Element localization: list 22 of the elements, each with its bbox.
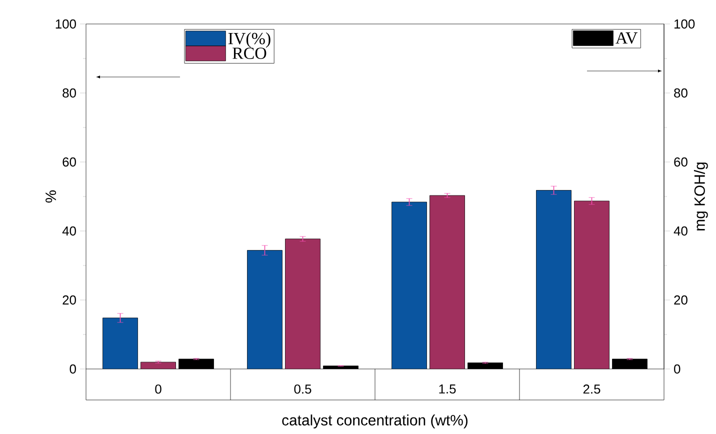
- x-tick-label: 1.5: [439, 384, 456, 394]
- y-tick-label: 100: [56, 19, 76, 29]
- x-axis-title: catalyst concentration (wt%): [282, 414, 468, 428]
- x-tick-label: 0: [155, 384, 162, 394]
- y2-tick-label: 80: [674, 88, 688, 98]
- legend-label: IV(%): [228, 32, 270, 48]
- legend-label: RCO: [232, 48, 266, 59]
- x-tick-label: 2.5: [583, 384, 600, 394]
- x-tick-label: 0.5: [294, 384, 312, 394]
- legend-label: AV: [616, 32, 638, 44]
- y2-tick-label: 40: [674, 226, 688, 236]
- y2-tick-label: 0: [674, 364, 680, 374]
- y2-tick-label: 60: [674, 157, 688, 167]
- y-tick-label: 20: [62, 295, 76, 305]
- y-tick-label: 80: [62, 88, 76, 98]
- y-tick-label: 40: [62, 226, 76, 236]
- y2-tick-label: 100: [674, 19, 695, 29]
- y-tick-label: 0: [70, 364, 76, 374]
- y-tick-label: 60: [62, 157, 76, 167]
- y-axis-title: %: [46, 190, 56, 203]
- y2-tick-label: 20: [674, 295, 688, 305]
- y2-axis-title: mg KOH/g: [694, 162, 708, 230]
